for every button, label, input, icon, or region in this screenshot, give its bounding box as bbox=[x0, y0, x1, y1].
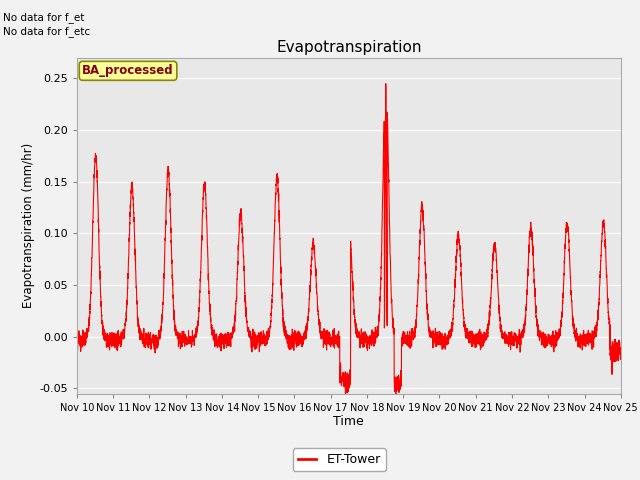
X-axis label: Time: Time bbox=[333, 415, 364, 429]
Y-axis label: Evapotranspiration (mm/hr): Evapotranspiration (mm/hr) bbox=[22, 143, 35, 308]
Text: No data for f_etc: No data for f_etc bbox=[3, 26, 90, 37]
Text: BA_processed: BA_processed bbox=[82, 64, 174, 77]
Title: Evapotranspiration: Evapotranspiration bbox=[276, 40, 422, 55]
Text: No data for f_et: No data for f_et bbox=[3, 12, 84, 23]
Legend: ET-Tower: ET-Tower bbox=[292, 448, 386, 471]
